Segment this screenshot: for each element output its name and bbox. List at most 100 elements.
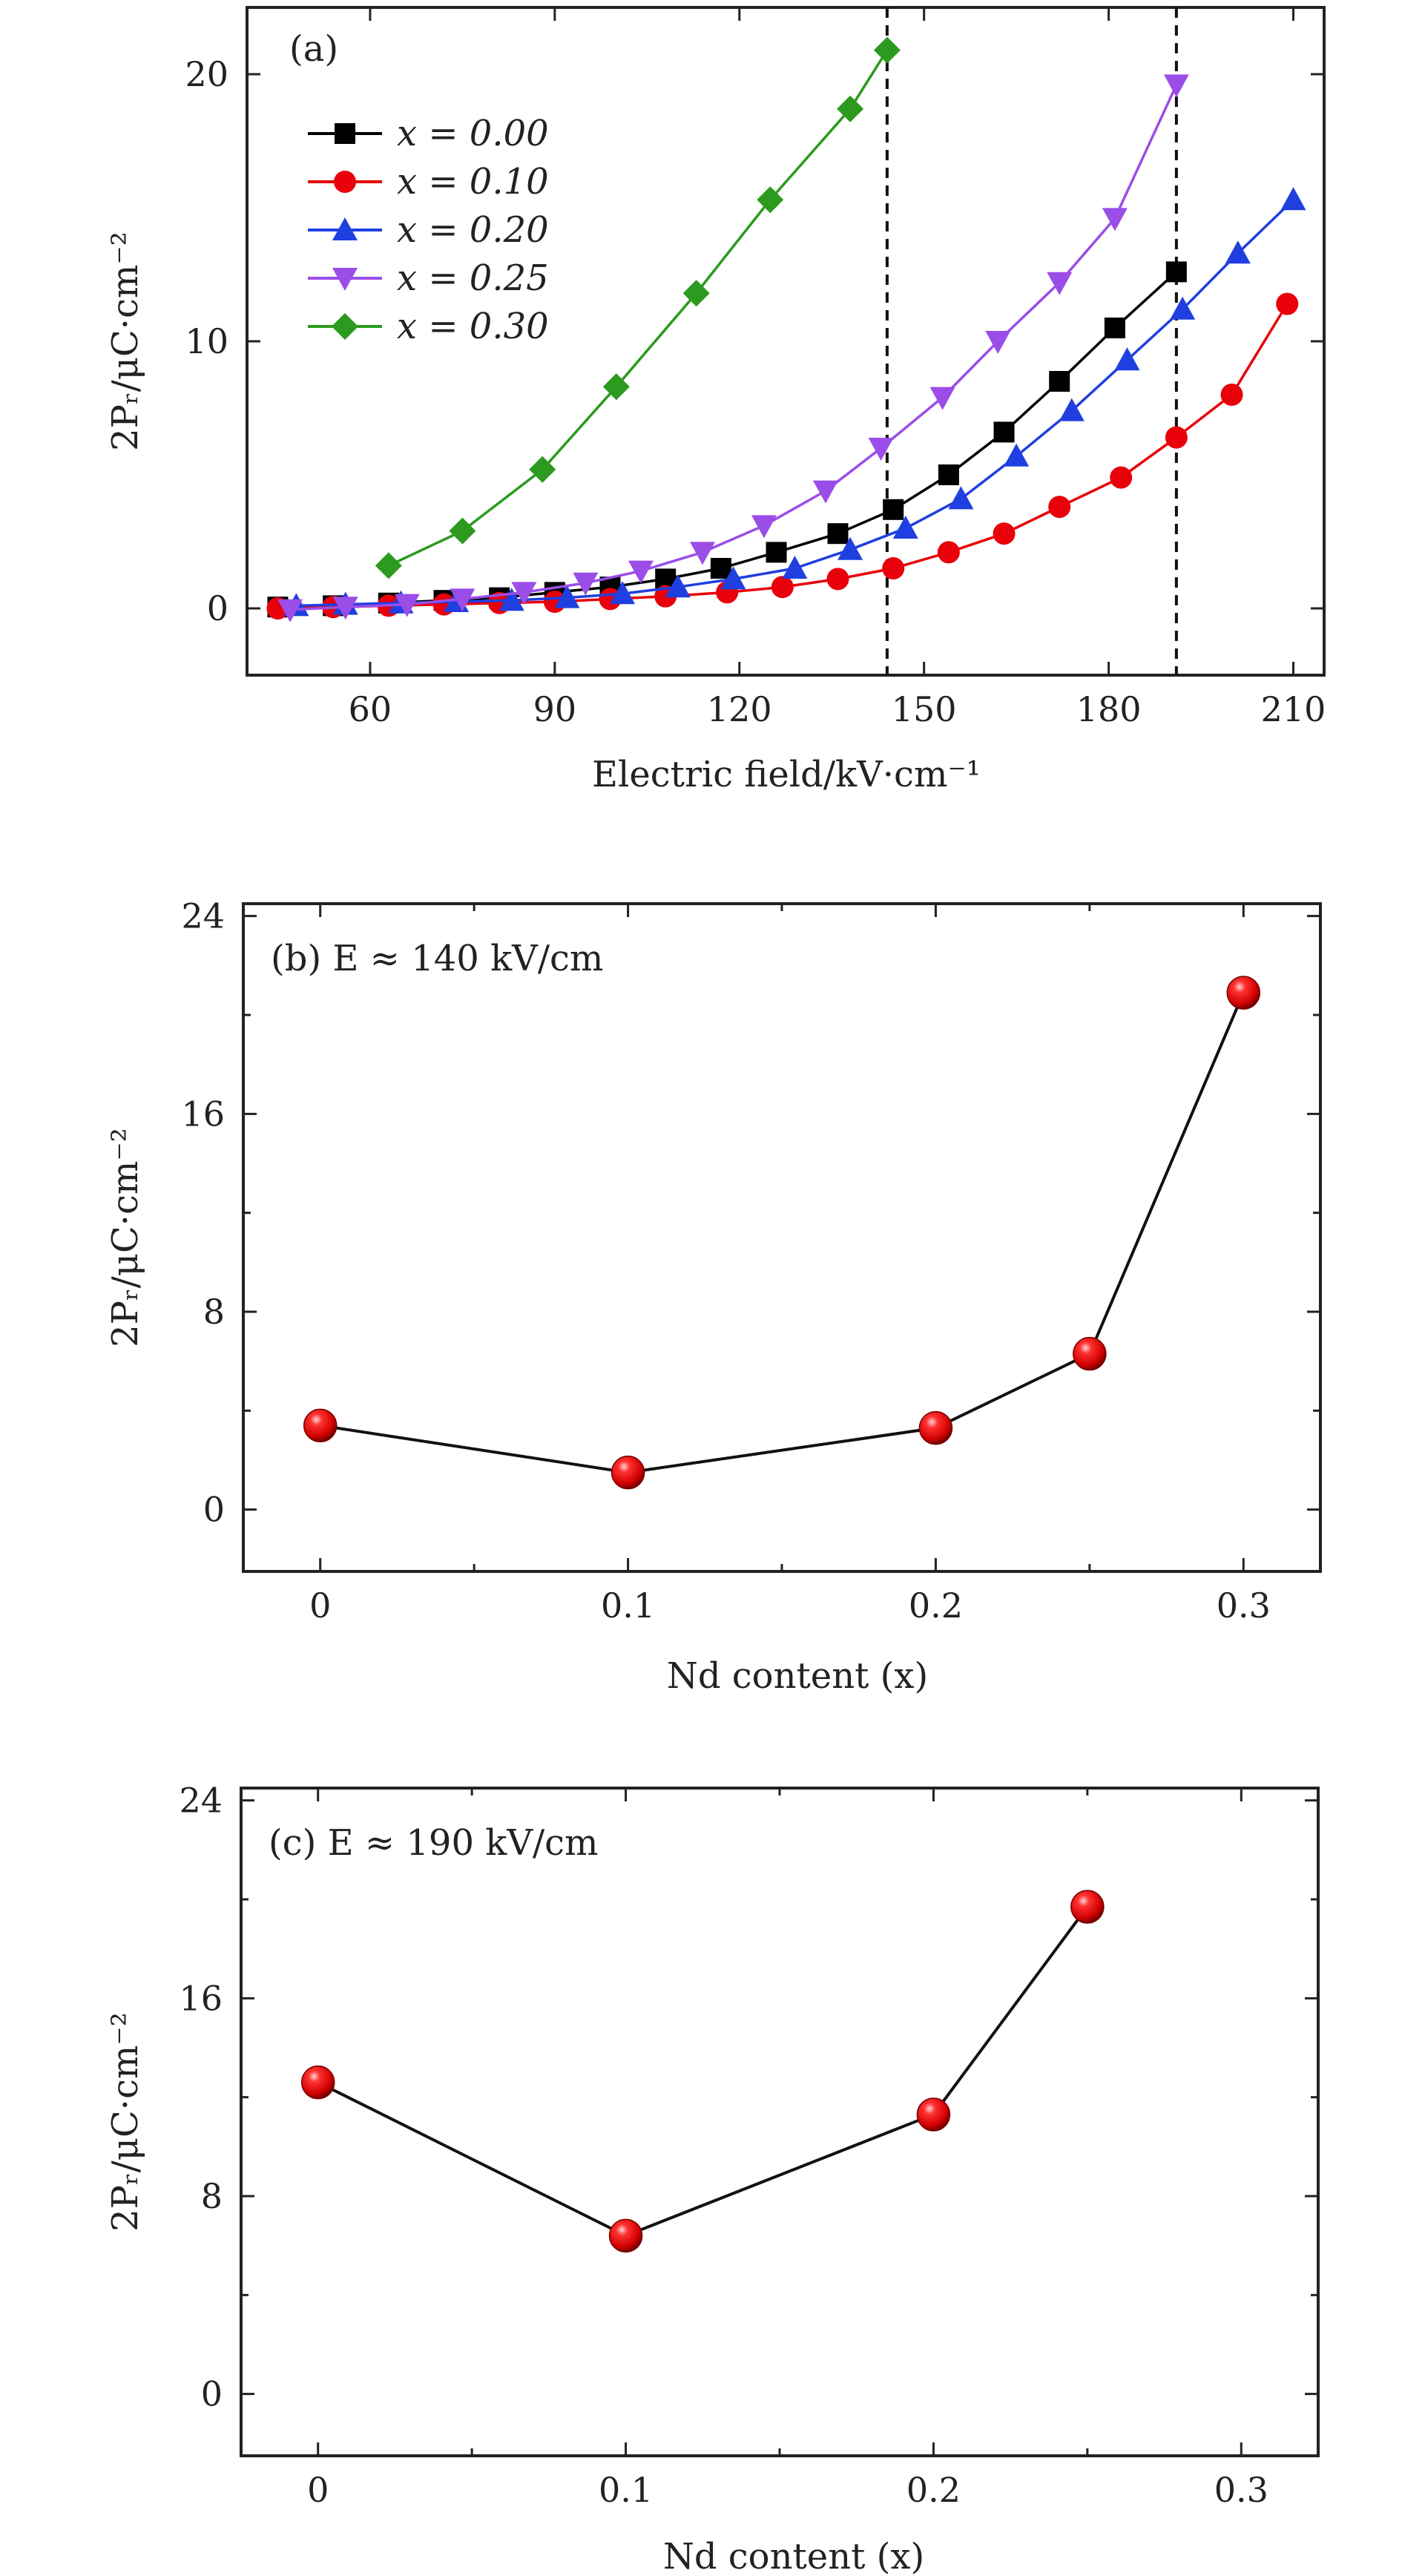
panel-b-series-line bbox=[320, 992, 1245, 1474]
panel-c-y-tick-label: 8 bbox=[201, 2176, 223, 2216]
panel-b-y-axis-title: 2Pᵣ/μC·cm⁻² bbox=[105, 1128, 146, 1347]
panel-a-data-point bbox=[929, 387, 955, 410]
panel-a-reference-lines bbox=[885, 7, 1178, 675]
panel-c-y-tick-label: 16 bbox=[179, 1978, 223, 2018]
panel-a-x-axis-title: Electric field/kV·cm⁻¹ bbox=[592, 754, 981, 795]
panel-a-data-point bbox=[1280, 187, 1306, 211]
panel-c-y-tick-label: 24 bbox=[179, 1781, 223, 1821]
panel-a-data-point bbox=[602, 373, 630, 401]
panel-b-data-point bbox=[1073, 1336, 1107, 1371]
panel-a-data-point bbox=[751, 515, 777, 539]
panel-b-y-tick-label: 16 bbox=[181, 1094, 225, 1134]
panel-a-legend: x = 0.00 x = 0.10 x = 0.20 x = 0.25 x = 0.30 bbox=[308, 113, 549, 347]
legend-label: x = 0.10 bbox=[397, 161, 549, 203]
panel-a-data-point bbox=[720, 566, 746, 590]
panel-a-data-point bbox=[1225, 240, 1251, 264]
panel-a-data-point bbox=[892, 516, 918, 539]
panel-b-x-tick-label: 0.1 bbox=[601, 1586, 655, 1626]
panel-a-data-point bbox=[682, 280, 710, 307]
panel-a-data-point bbox=[1165, 426, 1188, 449]
panel-a-y-axis-title: 2Pᵣ/μC·cm⁻² bbox=[105, 231, 146, 451]
panel-b-series bbox=[303, 976, 1261, 1490]
panel-a-data-point bbox=[1102, 208, 1128, 231]
panel-b-data-point bbox=[1226, 976, 1261, 1010]
panel-c-ticks: 0 0.1 0.2 0.3 0 8 16 24 bbox=[179, 1781, 1318, 2510]
legend-marker bbox=[332, 268, 358, 291]
panel-b-frame bbox=[242, 902, 1322, 1573]
panel-c-data-point bbox=[300, 2065, 335, 2100]
legend-marker bbox=[335, 123, 355, 144]
panel-a-data-point bbox=[1004, 443, 1030, 467]
panel-a-y-tick-label: 0 bbox=[207, 588, 228, 628]
panel-a-data-point bbox=[511, 582, 537, 605]
panel-a-x-tick-label: 210 bbox=[1261, 689, 1326, 729]
panel-a-data-point bbox=[1047, 272, 1073, 295]
panel-a-data-point bbox=[937, 541, 960, 564]
panel-a-data-point bbox=[450, 588, 475, 612]
legend-label: x = 0.00 bbox=[397, 113, 549, 154]
legend-marker bbox=[332, 313, 358, 340]
panel-a-data-point bbox=[610, 581, 636, 605]
panel-a-ticks: 60 90 120 150 180 210 0 10 20 bbox=[185, 7, 1326, 729]
panel-a-data-point bbox=[985, 331, 1011, 354]
legend-marker bbox=[334, 171, 356, 193]
panel-a-data-point bbox=[1165, 261, 1187, 283]
panel-a-data-point bbox=[938, 464, 959, 485]
panel-a-data-point bbox=[837, 536, 863, 560]
panel-a-data-point bbox=[498, 588, 524, 611]
panel-a-series-line-1 bbox=[277, 303, 1289, 610]
panel-a-data-point bbox=[529, 456, 556, 483]
panel-a-data-point bbox=[449, 517, 476, 545]
panel-a-data-point bbox=[993, 421, 1015, 443]
panel-a-x-tick-label: 120 bbox=[707, 689, 772, 729]
panel-a-data-point bbox=[948, 486, 974, 510]
panel-c-label: (c) E ≈ 190 kV/cm bbox=[269, 1822, 599, 1864]
panel-c-data-point bbox=[608, 2218, 643, 2253]
panel-a-data-point bbox=[827, 523, 849, 545]
panel-c-x-axis-title: Nd content (x) bbox=[663, 2536, 924, 2576]
panel-a-data-point bbox=[665, 574, 691, 598]
panel-a-data-point bbox=[375, 552, 402, 579]
panel-b-label: (b) E ≈ 140 kV/cm bbox=[271, 938, 603, 979]
panel-a-data-point bbox=[826, 568, 849, 591]
panel-a-data-point bbox=[868, 438, 894, 461]
panel-c-data-point bbox=[916, 2097, 951, 2132]
panel-a-data-point bbox=[882, 557, 905, 579]
panel-a-y-tick-label: 20 bbox=[185, 54, 228, 94]
panel-b-y-tick-label: 8 bbox=[203, 1292, 225, 1332]
panel-a-data-point bbox=[1163, 74, 1189, 98]
panel-b-data-point bbox=[918, 1410, 953, 1445]
legend-label: x = 0.25 bbox=[397, 257, 549, 299]
panel-a-data-point bbox=[332, 597, 358, 620]
panel-a-x-tick-label: 90 bbox=[533, 689, 577, 729]
panel-c-x-tick-label: 0.1 bbox=[599, 2470, 653, 2510]
panel-a-data-point bbox=[628, 560, 654, 584]
panel-a-x-tick-label: 150 bbox=[892, 689, 957, 729]
panel-a-data-point bbox=[554, 585, 580, 608]
panel-a-data-point bbox=[883, 499, 904, 520]
legend-label: x = 0.20 bbox=[397, 209, 549, 251]
panel-a-data-point bbox=[1049, 371, 1070, 392]
panel-c-frame bbox=[240, 1787, 1320, 2457]
panel-b-data-point bbox=[303, 1408, 338, 1443]
panel-c-x-tick-label: 0.3 bbox=[1214, 2470, 1268, 2510]
panel-a-y-tick-label: 10 bbox=[185, 321, 228, 361]
panel-a-data-point bbox=[812, 480, 838, 504]
panel-a-data-point bbox=[394, 594, 420, 617]
panel-a-x-tick-label: 60 bbox=[349, 689, 392, 729]
panel-c-x-tick-label: 0 bbox=[307, 2470, 329, 2510]
panel-c-y-tick-label: 0 bbox=[201, 2374, 223, 2414]
panel-b-x-axis-title: Nd content (x) bbox=[667, 1655, 928, 1697]
panel-a-data-point bbox=[689, 542, 715, 565]
panel-a-data-point bbox=[757, 186, 784, 214]
panel-a-series bbox=[266, 36, 1306, 622]
panel-a-data-point bbox=[837, 95, 864, 122]
panel-a-data-point bbox=[771, 576, 794, 599]
panel-c-series-line bbox=[317, 1905, 1089, 2238]
panel-a-data-point bbox=[873, 36, 901, 64]
panel-a-data-point bbox=[993, 522, 1016, 545]
panel-a-series-line-4 bbox=[388, 49, 889, 567]
panel-b-chart: 0 0.1 0.2 0.3 0 8 16 24 (b) E ≈ 140 kV/cm Nd co… bbox=[105, 896, 1322, 1697]
panel-a-data-point bbox=[1276, 292, 1299, 315]
